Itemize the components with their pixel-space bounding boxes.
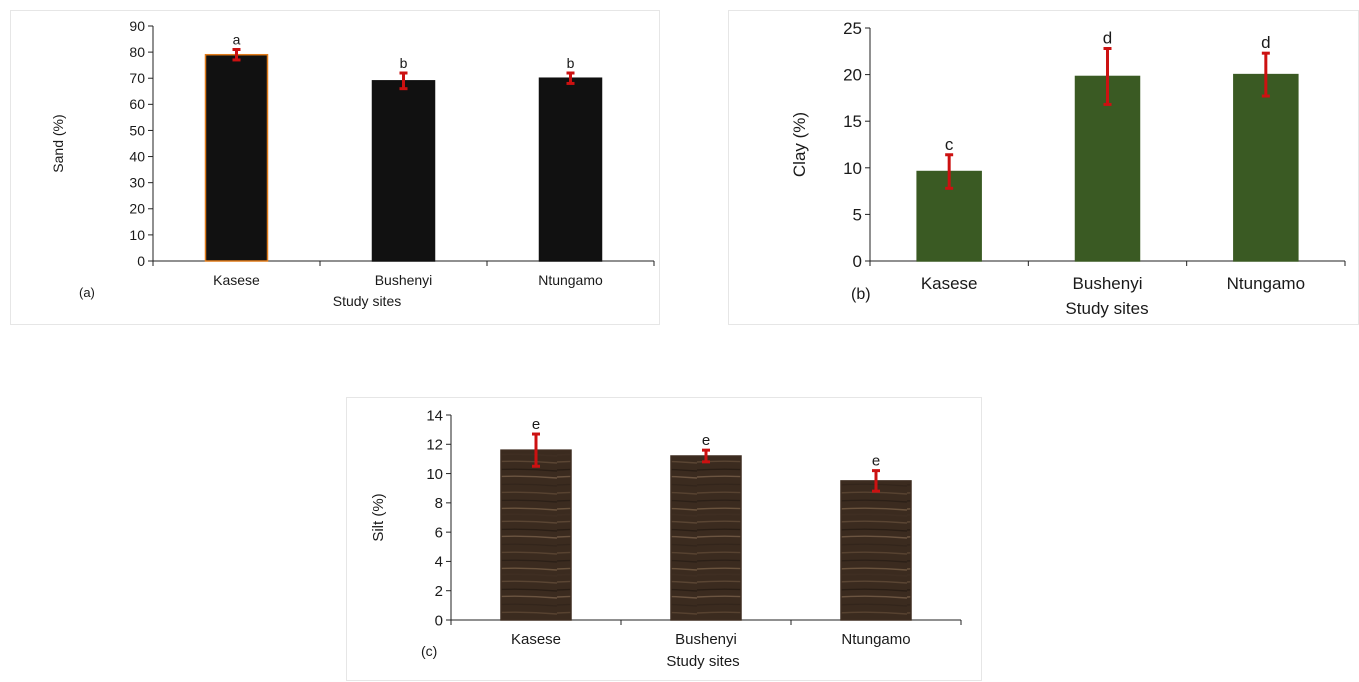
y-tick-label: 20 <box>843 66 862 85</box>
y-tick-label: 0 <box>137 253 145 269</box>
significance-letter: d <box>1261 33 1270 52</box>
panel-label: (a) <box>79 285 95 300</box>
bar <box>670 455 742 621</box>
category-label: Kasese <box>213 272 260 288</box>
category-label: Bushenyi <box>675 631 737 648</box>
significance-letter: e <box>702 432 710 449</box>
significance-letter: a <box>233 32 241 48</box>
y-tick-label: 5 <box>853 205 862 224</box>
silt-chart: 0 2 4 6 8 10 12 14 e Kasese e Bushenyi e Ntungamo Stud… <box>370 407 962 670</box>
y-tick-label: 6 <box>435 524 443 541</box>
category-label: Ntungamo <box>538 272 603 288</box>
x-axis-title: Study sites <box>333 293 401 309</box>
y-tick-label: 30 <box>129 175 145 191</box>
y-tick-label: 10 <box>426 466 443 483</box>
category-label: Ntungamo <box>1227 274 1305 293</box>
bar <box>204 53 269 262</box>
y-axis-title: Silt (%) <box>370 493 387 541</box>
category-label: Kasese <box>921 274 978 293</box>
y-tick-label: 4 <box>435 554 443 571</box>
category-label: Ntungamo <box>841 631 910 648</box>
sand-chart: 0 10 20 30 40 50 60 70 80 90 a Kasese b Bushenyi b Ntun… <box>50 18 655 309</box>
x-axis-title: Study sites <box>666 653 739 670</box>
y-tick-label: 0 <box>853 252 862 271</box>
chart-panel-a: 0 10 20 30 40 50 60 70 80 90 a Kasese b Bushenyi b Ntun… <box>10 10 660 325</box>
significance-letter: e <box>532 416 540 433</box>
category-label: Bushenyi <box>1073 274 1143 293</box>
y-axis-title: Sand (%) <box>50 114 66 172</box>
y-tick-label: 2 <box>435 583 443 600</box>
significance-letter: c <box>945 135 954 154</box>
y-tick-label: 50 <box>129 122 145 138</box>
bar <box>840 480 912 621</box>
y-tick-label: 25 <box>843 19 862 38</box>
bar <box>1233 73 1299 262</box>
y-tick-label: 0 <box>435 612 443 629</box>
y-tick-label: 10 <box>129 227 145 243</box>
y-tick-label: 40 <box>129 148 145 164</box>
y-axis-title: Clay (%) <box>790 112 809 177</box>
significance-letter: d <box>1103 29 1112 48</box>
y-tick-label: 14 <box>426 407 443 424</box>
y-tick-label: 70 <box>129 70 145 86</box>
y-tick-label: 10 <box>843 159 862 178</box>
y-tick-label: 80 <box>129 44 145 60</box>
panel-label: (c) <box>421 643 437 659</box>
significance-letter: b <box>567 55 575 71</box>
chart-panel-c: 0 2 4 6 8 10 12 14 e Kasese e Bushenyi e Ntungamo Stud… <box>346 397 982 681</box>
category-label: Kasese <box>511 631 561 648</box>
bar <box>371 80 436 262</box>
y-tick-label: 90 <box>129 18 145 34</box>
significance-letter: b <box>400 55 408 71</box>
x-axis-title: Study sites <box>1065 299 1148 318</box>
category-label: Bushenyi <box>375 272 433 288</box>
significance-letter: e <box>872 453 880 470</box>
y-tick-label: 8 <box>435 495 443 512</box>
y-tick-label: 12 <box>426 437 443 454</box>
y-tick-label: 60 <box>129 96 145 112</box>
clay-chart: 0 5 10 15 20 25 c Kasese d Bushenyi d Ntungamo Study… <box>790 19 1346 318</box>
y-tick-label: 15 <box>843 112 862 131</box>
bar <box>1074 75 1141 262</box>
bar <box>538 77 603 262</box>
chart-panel-b: 0 5 10 15 20 25 c Kasese d Bushenyi d Ntungamo Study… <box>728 10 1359 325</box>
panel-label: (b) <box>851 286 871 303</box>
y-tick-label: 20 <box>129 201 145 217</box>
bar <box>500 449 572 621</box>
